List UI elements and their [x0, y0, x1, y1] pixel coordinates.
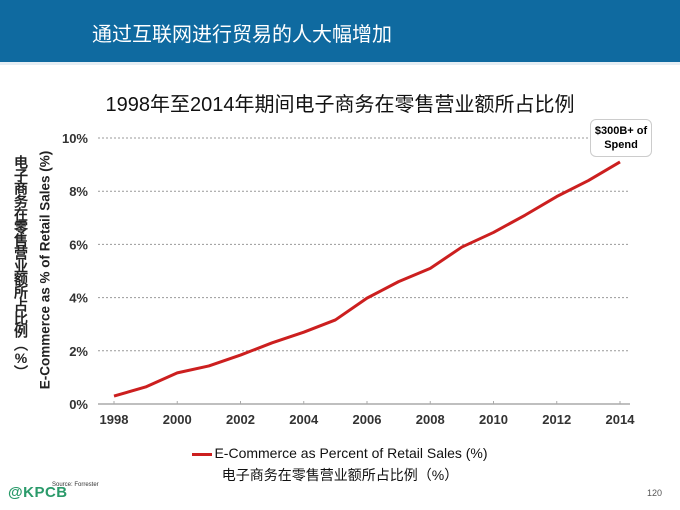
y-tick-label: 4% [69, 291, 88, 306]
x-tick-label: 2006 [353, 412, 382, 427]
kpcb-logo: @KPCB [8, 484, 68, 501]
x-tick-label: 2014 [606, 412, 636, 427]
source-note: Source: Forrester [52, 482, 99, 488]
y-tick-label: 0% [69, 397, 88, 412]
legend: E-Commerce as Percent of Retail Sales (%… [0, 445, 680, 461]
header-bar: 通过互联网进行贸易的人大幅增加 [0, 0, 680, 65]
legend-label: E-Commerce as Percent of Retail Sales (%… [214, 445, 488, 461]
y-tick-label: 10% [62, 131, 88, 146]
y-tick-label: 2% [69, 344, 88, 359]
x-tick-label: 2012 [542, 412, 571, 427]
x-tick-label: 2002 [226, 412, 255, 427]
x-tick-label: 2010 [479, 412, 508, 427]
y-axis-label-cn: 电子商务在零售营业额所占比例（%） [13, 155, 29, 378]
annotation-callout: $300B+ of Spend [590, 119, 652, 157]
x-tick-label: 1998 [100, 412, 129, 427]
y-tick-label: 6% [69, 237, 88, 252]
y-tick-label: 8% [69, 184, 88, 199]
legend-label-cn: 电子商务在零售营业额所占比例（%） [221, 467, 459, 483]
chart-title: 1998年至2014年期间电子商务在零售营业额所占比例 [105, 94, 575, 116]
annotation-line2: Spend [604, 139, 638, 151]
page-number: 120 [646, 488, 662, 498]
x-tick-label: 2000 [163, 412, 192, 427]
x-tick-label: 2004 [289, 412, 319, 427]
series-line [113, 160, 621, 398]
annotation-line1: $300B+ of [594, 125, 648, 137]
slide-title: 通过互联网进行贸易的人大幅增加 [92, 24, 392, 46]
legend-swatch [192, 452, 213, 456]
x-tick-label: 2008 [416, 412, 445, 427]
